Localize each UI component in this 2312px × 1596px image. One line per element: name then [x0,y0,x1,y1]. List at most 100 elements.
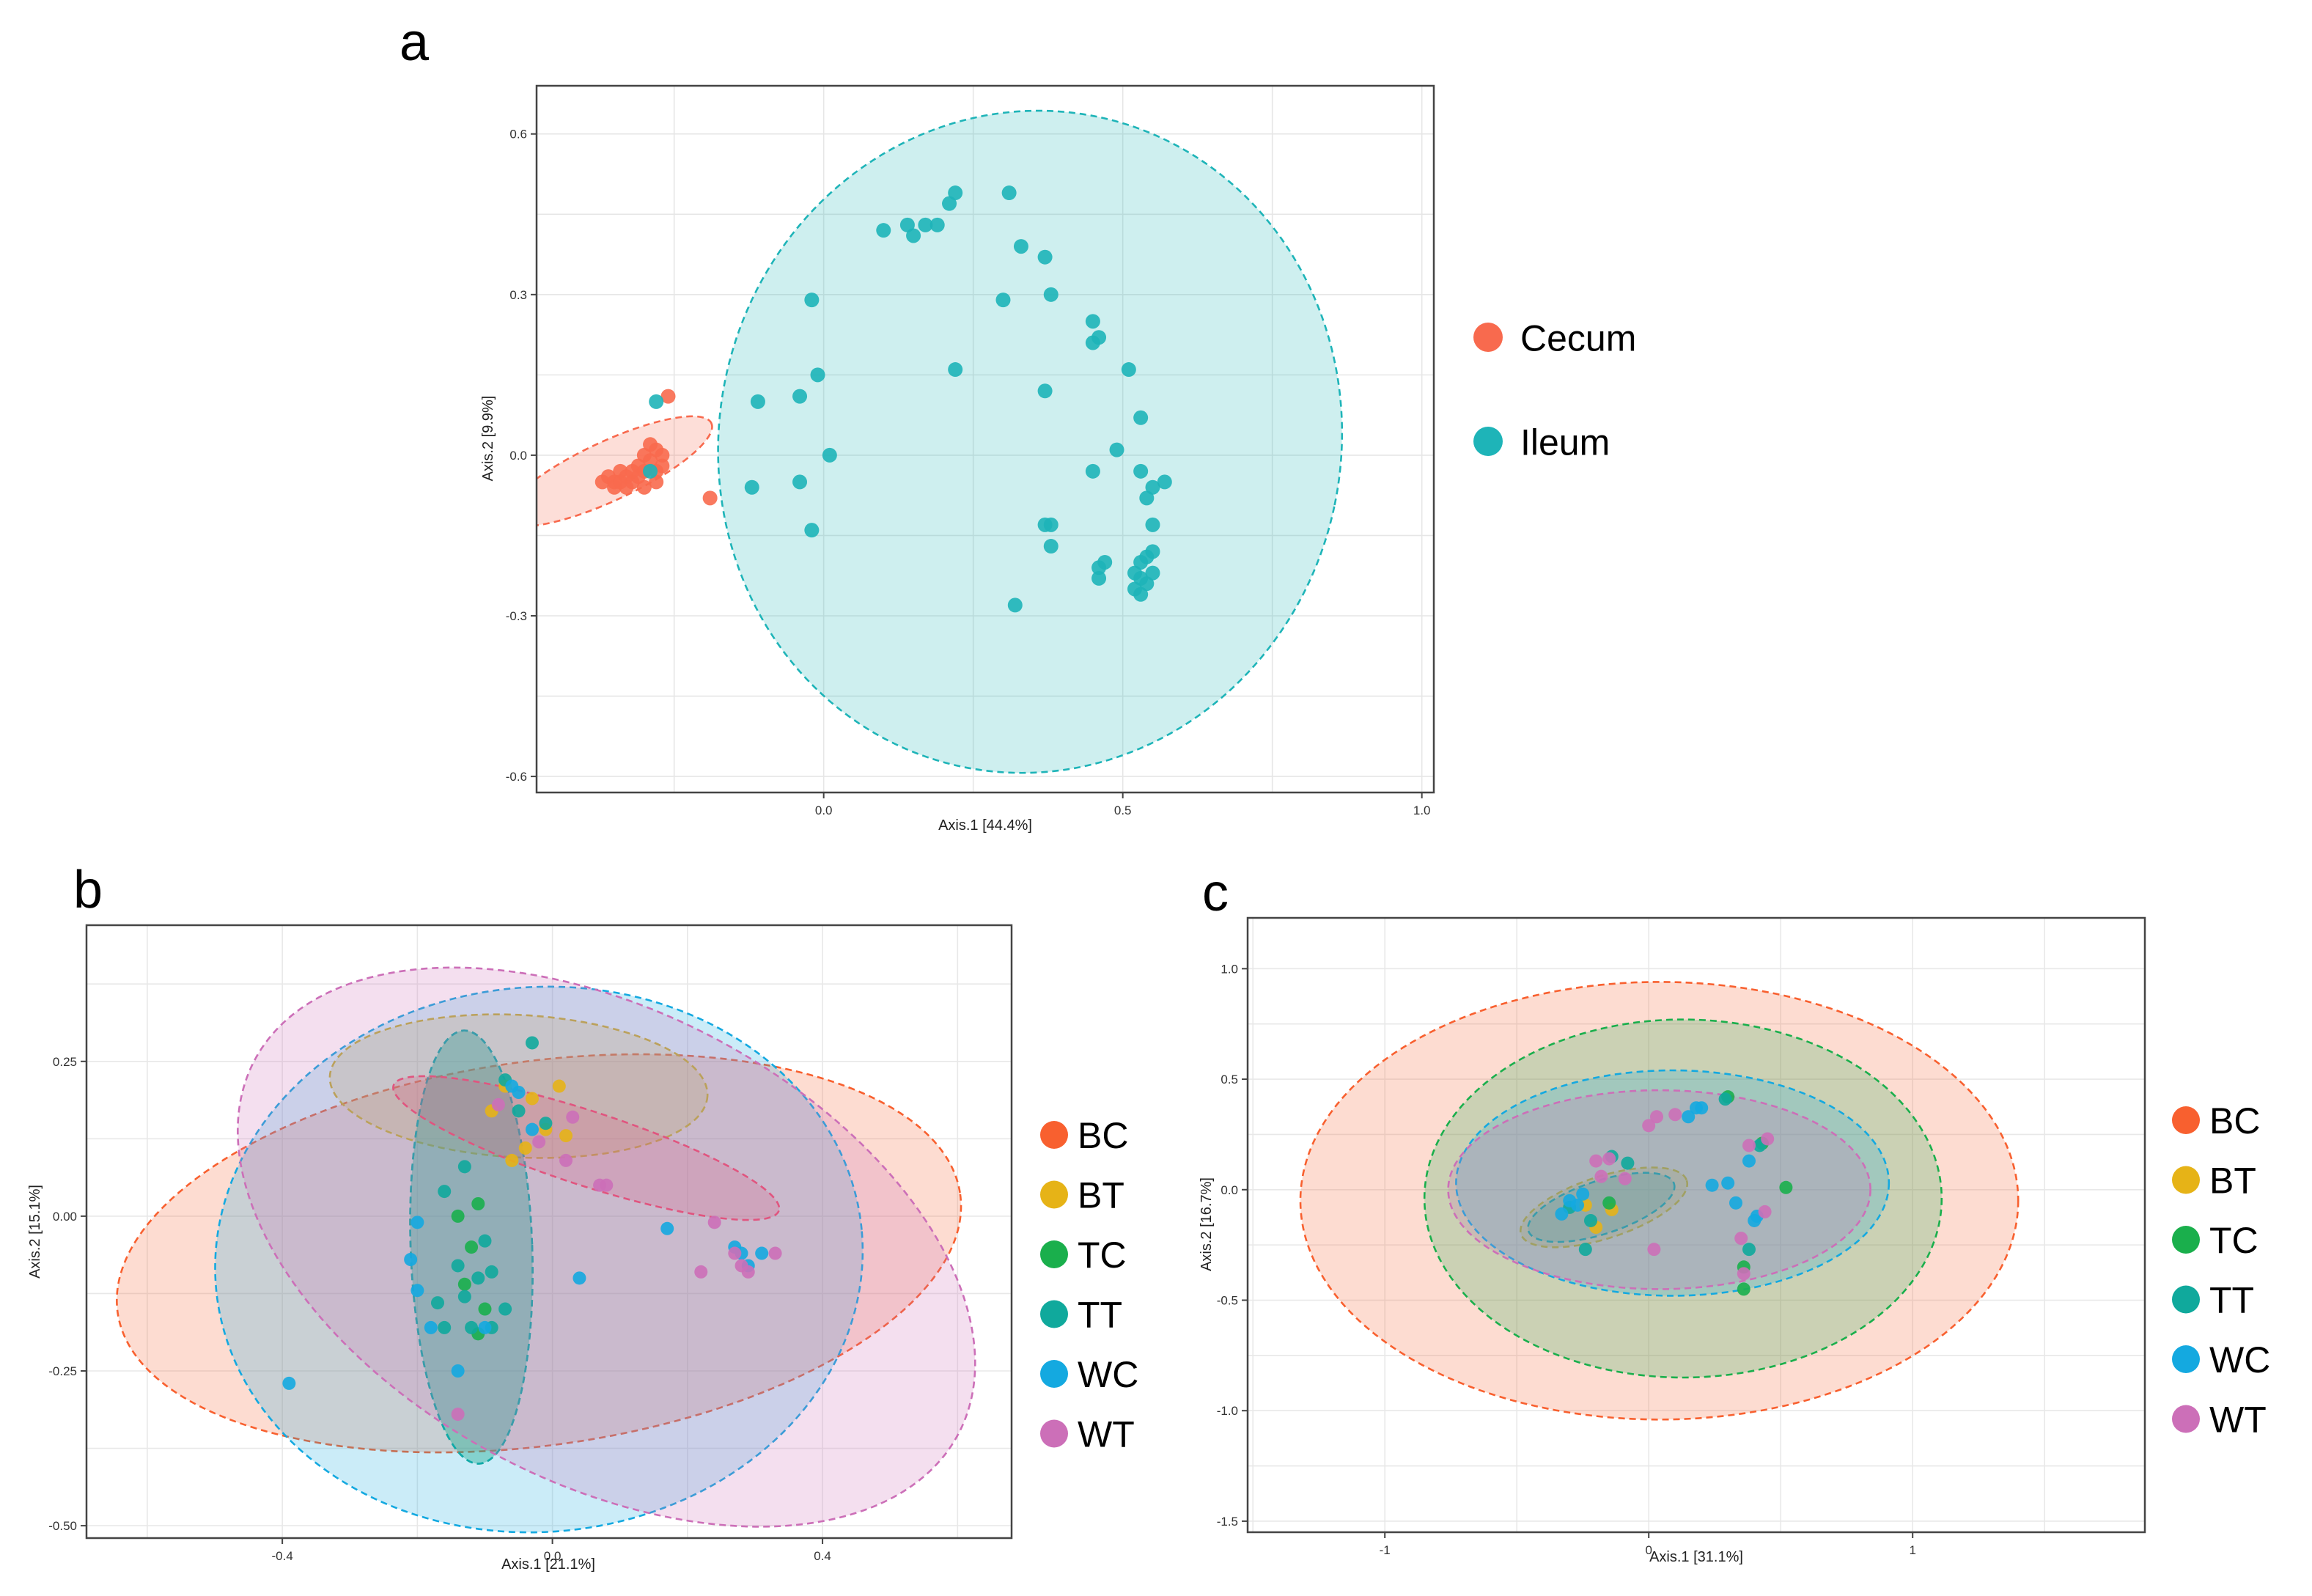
panel-a-point-ileum [649,394,664,409]
panel-c-y-tick-label: -1.0 [1217,1404,1238,1418]
panel-b-legend-marker-wt [1040,1419,1068,1448]
panel-c-legend-label-tt: TT [2209,1280,2254,1321]
panel-a-y-axis-title: Axis.2 [9.9%] [480,396,496,482]
panel-c-ellipse-wc [1455,1069,1891,1297]
panel-b-point-wc [451,1364,465,1378]
panel-b-point-wc [478,1320,492,1334]
panel-a-point-ileum [1037,383,1053,399]
panel-c-legend-label-tc: TC [2209,1220,2258,1261]
panel-a-point-ileum [1085,463,1100,479]
panel-c-legend: BC BT TC TT WC WT [2172,1100,2270,1441]
panel-c-point-wt [1742,1139,1756,1152]
panel-b-point-wt [491,1097,505,1111]
panel-b-point-wc [282,1376,296,1390]
panel-b-y-tick-label: 0.25 [53,1055,77,1069]
panel-b-point-wt [741,1265,755,1279]
panel-b-x-tick-label: 0.4 [814,1549,831,1563]
panel-b-point-bt [518,1141,532,1155]
panel-b-x-tick-label: 0.0 [544,1549,562,1563]
panel-a-point-ileum [1109,442,1124,457]
panel-c-point-tc [1779,1180,1793,1194]
panel-a-point-ileum [929,217,945,232]
panel-b-point-wc [660,1221,674,1235]
panel-a-x-tick-label: 0.5 [1114,803,1132,817]
panel-c-x-axis-title: Axis.1 [31.1%] [1649,1549,1743,1565]
panel-b-point-tt [478,1234,492,1248]
panel-c-point-wc [1705,1178,1719,1192]
panel-c-legend-label-wt: WT [2209,1400,2267,1441]
panel-b-point-wt [559,1153,573,1167]
panel-c-point-wt [1737,1267,1750,1281]
panel-a-point-ileum [899,217,915,232]
panel-c-x-tick-label: 1 [1909,1543,1915,1557]
panel-a-point-ileum [792,389,808,404]
panel-a-legend-label-ileum: Ileum [1520,422,1610,463]
panel-b-legend-marker-bt [1040,1180,1068,1209]
panel-c-point-wt [1668,1108,1682,1122]
panel-a-point-ileum [1043,539,1059,554]
panel-c-legend-label-wc: WC [2209,1339,2270,1380]
panel-a-point-ileum [744,479,759,495]
panel-a-x-tick-label: 1.0 [1413,803,1431,817]
panel-c-x-tick-label: 0 [1645,1543,1652,1557]
panel-b-x-axis-title: Axis.1 [21.1%] [501,1556,595,1573]
panel-c-point-wt [1734,1232,1748,1246]
panel-c-point-wt [1602,1152,1616,1166]
panel-b-legend-label-tt: TT [1078,1295,1122,1336]
panel-a-point-ileum [804,293,820,308]
panel-c-legend-label-bc: BC [2209,1100,2260,1141]
panel-a-point-ileum [995,293,1011,308]
panel-b-point-tt [438,1320,452,1334]
panel-b-point-tt [512,1104,526,1118]
panel-c-y-tick-label: -0.5 [1217,1293,1238,1307]
panel-a-x-axis-title: Axis.1 [44.4%] [938,817,1032,834]
panel-c-point-wc [1695,1101,1709,1115]
panel-c-point-wc [1742,1154,1756,1168]
panel-a-ellipse-ileum [717,109,1344,774]
panel-c-plot: -1 0 1 -1.5 -1.0 -0.5 0.0 0.5 1.0 Axis.1 [31.1%]… [1199,916,2270,1565]
panel-a-point-ileum [1013,239,1028,254]
panel-c-ellipse-bt [1519,1166,1689,1249]
panel-c-point-tt [1718,1092,1732,1106]
panel-a-point-ileum [1133,554,1149,570]
panel-c-point-tt [1584,1213,1597,1227]
panel-a-point-ileum [1145,479,1160,495]
panel-c-x-tick-label: -1 [1380,1543,1391,1557]
panel-b-point-wt [600,1178,614,1192]
panel-a-point-ileum [1091,570,1107,586]
panel-c-ellipse-tc [1423,1018,1943,1379]
panel-b-point-bt [525,1092,539,1106]
panel-a-point-ileum [1001,185,1017,201]
panel-b-point-wc [404,1253,418,1266]
panel-a-point-ileum [948,362,963,378]
panel-b-plot: -0.4 0.0 0.4 -0.50 -0.25 0.00 0.25 Axis.1 [21.… [27,924,1138,1573]
panel-b-point-tc [451,1209,465,1223]
panel-a-point-ileum [750,394,765,409]
panel-c-legend-marker-wt [2172,1405,2200,1433]
panel-b-point-wc [411,1216,424,1229]
panel-c-y-tick-label: 1.0 [1221,962,1238,976]
panel-a-point-ileum [1091,330,1107,345]
panel-a-frame [535,84,1435,794]
panel-b-point-tt [465,1320,479,1334]
panel-a-point-ileum [1037,517,1053,532]
panel-c-point-wt [1594,1169,1608,1183]
panel-b-point-wt [532,1135,546,1149]
panel-b-legend-marker-tc [1040,1240,1068,1268]
panel-b-point-tc [471,1197,485,1210]
panel-b-legend-label-bt: BT [1078,1175,1124,1216]
panel-b-point-wt [768,1246,782,1260]
panel-a-point-ileum [1085,314,1100,329]
panel-a-point-cecum [625,463,640,479]
panel-a-plot: 0.0 0.5 1.0 -0.6 -0.3 0.0 0.3 0.6 Axis.1 [44.4%… [480,84,1636,834]
panel-c-point-wc [1555,1207,1569,1221]
panel-a-legend-marker-cecum [1473,323,1503,352]
panel-c-point-tt [1621,1156,1635,1170]
panel-a-point-ileum [1037,249,1053,265]
panel-b-y-tick-label: -0.50 [48,1519,77,1533]
panel-a-y-tick-label: -0.3 [506,609,527,623]
panel-a-point-ileum [1133,463,1149,479]
panel-b-ellipse-wt [237,966,976,1528]
panel-b-frame [85,924,1013,1540]
panel-c-legend-label-bt: BT [2209,1161,2256,1202]
